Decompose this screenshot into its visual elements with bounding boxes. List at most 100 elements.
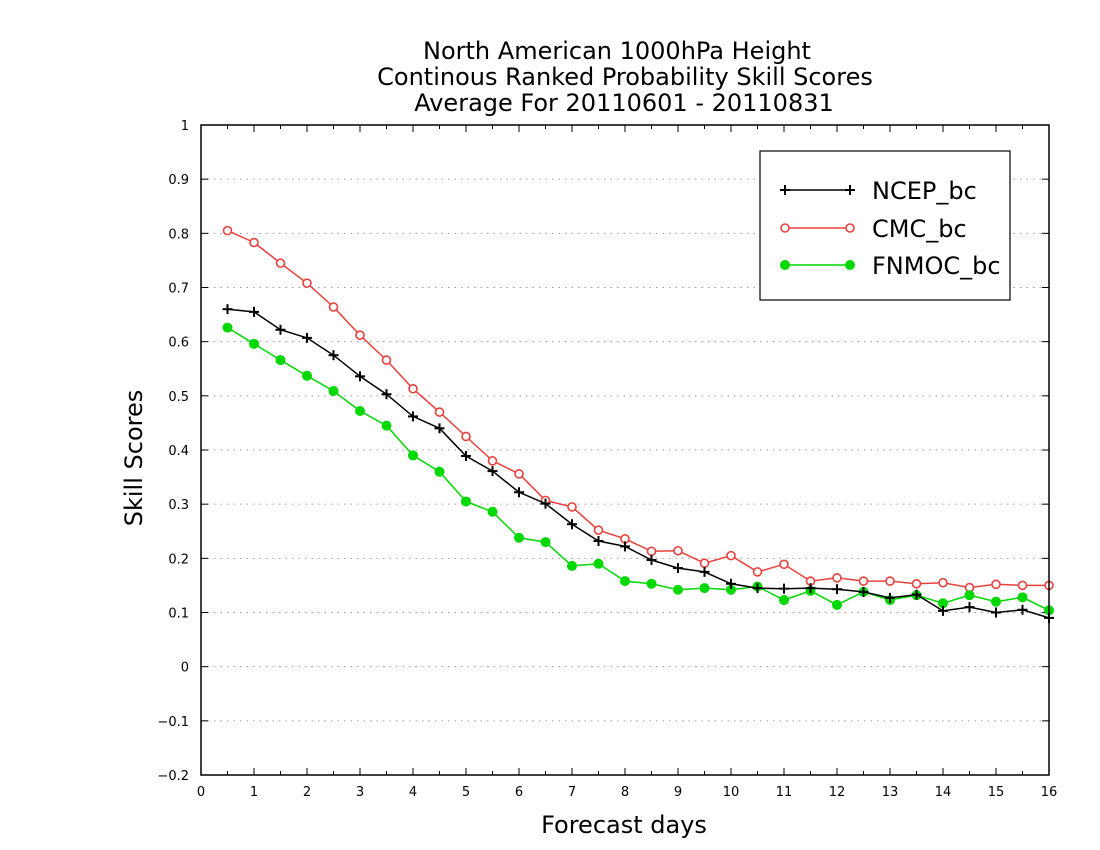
x-tick-label: 10	[723, 785, 740, 800]
legend-marker	[780, 260, 790, 270]
data-point	[434, 466, 445, 477]
chart-title-line-2: Continous Ranked Probability Skill Score…	[377, 63, 873, 91]
data-point	[885, 576, 895, 586]
data-point	[593, 536, 604, 546]
data-point	[964, 602, 975, 613]
series-CMC_bc	[222, 225, 1054, 593]
data-point	[699, 558, 710, 569]
data-point	[779, 559, 789, 570]
x-tick-label: 9	[674, 785, 682, 800]
data-point	[514, 487, 524, 498]
series-NCEP_bc	[222, 304, 1054, 623]
data-point	[408, 411, 418, 422]
y-axis-ticks: −0.2 −0.1 0 0.1 0.2 0.3 0.4 0.5 0.6 0.7 0.8 0.9 1	[157, 119, 1049, 784]
data-point	[461, 496, 471, 507]
data-point	[593, 558, 604, 569]
chart-title-line-1: North American 1000hPa Height	[423, 37, 811, 65]
chart-title-line-3: Average For 20110601 - 20110831	[414, 89, 834, 117]
data-point	[222, 304, 233, 315]
data-point	[752, 583, 763, 594]
data-point	[779, 595, 789, 606]
data-point	[461, 450, 471, 461]
x-tick-label: 13	[882, 785, 899, 800]
y-tick-label: 0.6	[168, 336, 189, 351]
legend-label: NCEP_bc	[872, 177, 977, 205]
data-point	[302, 370, 312, 381]
data-point	[434, 423, 445, 434]
data-point	[567, 560, 577, 571]
data-point	[593, 525, 604, 535]
data-point	[858, 586, 869, 597]
data-point	[222, 322, 233, 333]
series-line-FNMOC_bc	[227, 326, 1050, 611]
x-tick-label: 11	[776, 785, 793, 800]
data-point	[991, 579, 1001, 590]
x-tick-label: 4	[409, 785, 417, 800]
series-FNMOC_bc	[222, 322, 1054, 616]
data-point	[673, 545, 683, 556]
legend-entry-FNMOC_bc: FNMOC_bc	[780, 252, 1001, 280]
data-point	[408, 450, 418, 461]
data-point	[222, 225, 233, 236]
series-group	[222, 225, 1054, 623]
data-point	[328, 302, 339, 312]
y-tick-label: 0.5	[168, 390, 189, 405]
data-point	[699, 566, 710, 577]
y-axis-label: Skill Scores	[120, 390, 148, 527]
data-point	[540, 537, 551, 548]
y-tick-label: −0.1	[157, 715, 189, 730]
y-tick-label: 0	[181, 661, 189, 676]
x-tick-label: 0	[197, 785, 205, 800]
data-point	[832, 599, 842, 610]
plot-area-frame	[200, 124, 1050, 776]
x-tick-label: 1	[250, 785, 258, 800]
data-point	[1017, 604, 1028, 615]
data-point	[646, 578, 657, 589]
data-point	[620, 576, 630, 587]
data-point	[832, 584, 842, 595]
data-point	[381, 355, 392, 365]
data-point	[249, 306, 259, 317]
data-point	[514, 469, 524, 479]
x-tick-label: 8	[621, 785, 629, 800]
data-point	[275, 324, 286, 335]
data-point	[381, 389, 392, 400]
legend-marker	[845, 185, 855, 195]
data-point	[1017, 580, 1028, 591]
x-tick-label: 3	[356, 785, 364, 800]
data-point	[408, 383, 418, 394]
data-point	[328, 385, 339, 396]
data-point	[302, 332, 312, 343]
y-tick-label: 1	[181, 119, 189, 134]
data-point	[858, 576, 869, 586]
y-tick-label: 0.4	[168, 444, 189, 459]
data-point	[646, 546, 657, 557]
data-point	[646, 554, 657, 565]
data-point	[673, 584, 683, 595]
data-point	[726, 550, 736, 561]
data-point	[1017, 592, 1028, 603]
data-point	[540, 498, 551, 509]
data-point	[249, 237, 259, 248]
legend-entry-NCEP_bc: NCEP_bc	[780, 177, 977, 205]
data-point	[487, 456, 498, 466]
x-tick-label: 6	[515, 785, 523, 800]
data-point	[567, 502, 577, 512]
x-tick-label: 12	[829, 785, 846, 800]
x-tick-label: 16	[1041, 785, 1058, 800]
data-point	[275, 355, 286, 366]
legend-marker	[780, 223, 790, 233]
data-point	[461, 431, 471, 442]
x-tick-label: 15	[988, 785, 1005, 800]
y-tick-label: 0.7	[168, 282, 189, 297]
data-point	[328, 350, 339, 361]
data-point	[302, 278, 312, 288]
data-point	[434, 407, 445, 417]
data-point	[275, 258, 286, 268]
data-point	[355, 406, 365, 416]
x-tick-label: 14	[935, 785, 952, 800]
data-point	[355, 371, 365, 382]
legend: NCEP_bc CMC_bc FNMOC_bc	[759, 150, 1011, 301]
x-axis-ticks: 0 1 2 3 4 5 6 7 8 9 10 11 12 13 14 15 16	[197, 125, 1057, 800]
